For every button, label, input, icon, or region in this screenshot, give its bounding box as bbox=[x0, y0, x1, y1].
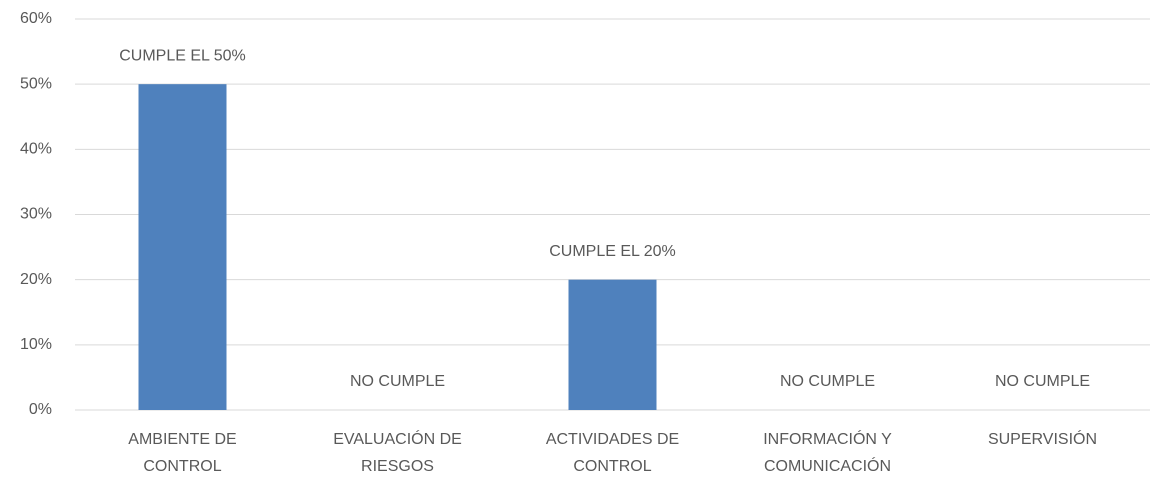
y-tick-label: 40% bbox=[20, 141, 52, 158]
y-tick-label: 60% bbox=[20, 10, 52, 27]
bar bbox=[568, 279, 657, 410]
data-label: NO CUMPLE bbox=[995, 373, 1090, 390]
data-label: NO CUMPLE bbox=[780, 373, 875, 390]
x-tick-label: INFORMACIÓN Y COMUNICACIÓN bbox=[763, 431, 892, 475]
x-tick-label: EVALUACIÓN DE RIESGOS bbox=[333, 431, 462, 475]
x-tick-label: ACTIVIDADES DE CONTROL bbox=[545, 431, 680, 475]
data-label: CUMPLE EL 50% bbox=[119, 47, 246, 64]
y-tick-label: 30% bbox=[20, 206, 52, 223]
data-label: NO CUMPLE bbox=[350, 373, 445, 390]
y-tick-label: 20% bbox=[20, 271, 52, 288]
y-tick-label: 50% bbox=[20, 75, 52, 92]
y-tick-label: 0% bbox=[29, 401, 52, 418]
data-label: CUMPLE EL 20% bbox=[549, 243, 676, 260]
x-tick-label: AMBIENTE DE CONTROL bbox=[128, 431, 237, 475]
y-tick-label: 10% bbox=[20, 336, 52, 353]
x-tick-label: SUPERVISIÓN bbox=[987, 431, 1098, 448]
bar bbox=[138, 84, 227, 411]
